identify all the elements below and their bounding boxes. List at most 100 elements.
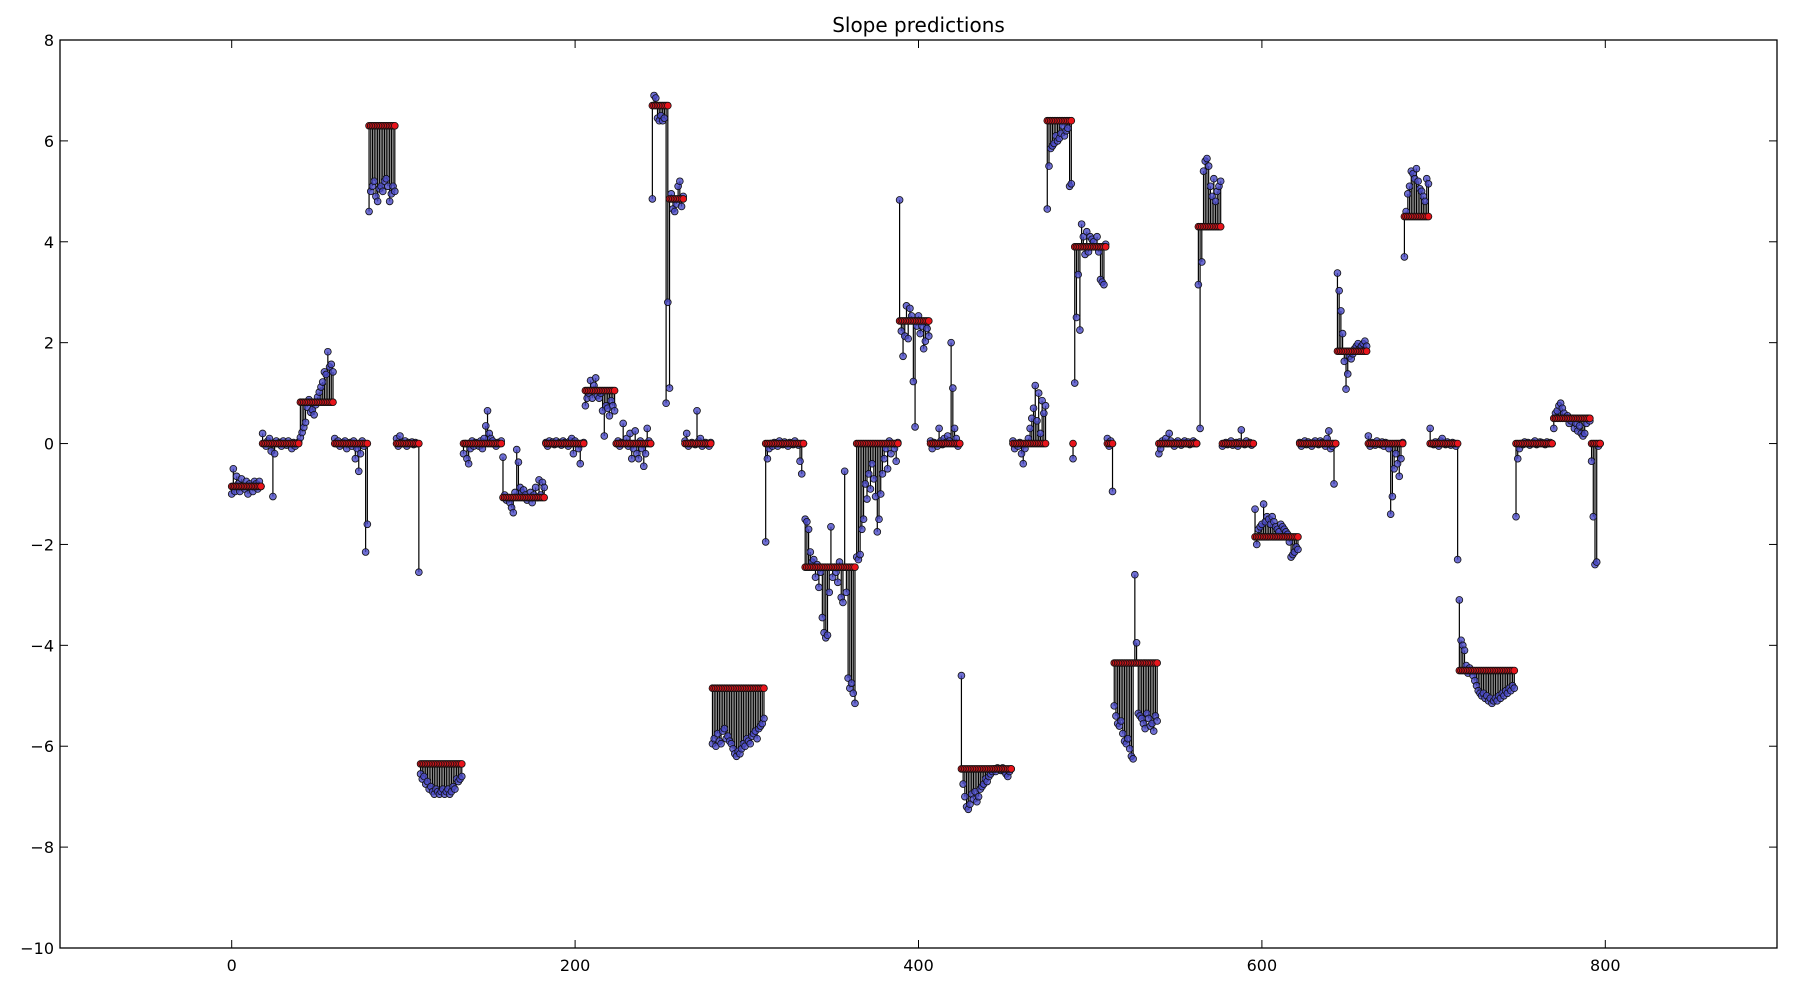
actual-point [1333, 269, 1342, 277]
actual-point [856, 550, 864, 559]
actual-point [1364, 432, 1373, 440]
actual-point [959, 780, 967, 788]
predicted-point [1153, 659, 1161, 667]
actual-point [1124, 734, 1132, 743]
predicted-point [540, 493, 548, 502]
predicted-point [1216, 222, 1225, 231]
actual-point [396, 432, 404, 440]
predicted-points [227, 101, 1604, 773]
actual-point [1237, 426, 1246, 434]
actual-point [1259, 500, 1268, 508]
plot-frame [59, 39, 1778, 949]
actual-point [641, 449, 650, 458]
y-tick-label: 2 [44, 334, 54, 353]
axes [59, 39, 1778, 949]
actual-point [370, 177, 379, 186]
actual-point [746, 739, 755, 748]
actual-point [904, 334, 912, 343]
predicted-point [1192, 439, 1201, 448]
actual-point [761, 538, 770, 546]
actual-point [974, 792, 983, 801]
predicted-point [799, 439, 808, 448]
y-tick-label: −4 [30, 636, 54, 655]
actual-point [1251, 505, 1259, 513]
actual-point [892, 457, 900, 466]
actual-point [834, 578, 842, 587]
actual-point [1070, 379, 1079, 387]
x-tick-label: 200 [560, 956, 591, 975]
actual-point [665, 384, 674, 392]
actual-point [1453, 555, 1462, 564]
y-tick-label: −2 [30, 535, 54, 554]
actual-point [1424, 179, 1433, 188]
actual-point [1041, 401, 1050, 410]
actual-point [1589, 512, 1598, 521]
actual-point [682, 429, 691, 438]
actual-point [818, 613, 827, 622]
actual-point [1196, 424, 1204, 433]
predicted-point [1398, 439, 1407, 448]
y-tick-label: 4 [44, 233, 54, 252]
actual-point [464, 459, 473, 468]
actual-point [839, 598, 847, 607]
actual-point [1029, 404, 1038, 413]
predicted-point [1548, 439, 1556, 448]
x-tick-label: 0 [227, 956, 237, 975]
actual-point [1045, 162, 1053, 170]
predicted-point [955, 439, 964, 448]
actual-point [806, 548, 815, 556]
actual-point [1587, 457, 1596, 466]
actual-point [720, 724, 729, 733]
actual-point [961, 792, 969, 801]
actual-point [605, 412, 614, 420]
actual-point [1165, 429, 1173, 438]
actual-point [1198, 258, 1206, 266]
predicted-point [1424, 212, 1433, 221]
actual-point [591, 374, 600, 382]
actual-point [1125, 744, 1134, 753]
actual-point [1342, 385, 1350, 393]
actual-point [1199, 167, 1208, 175]
predicted-point [257, 482, 265, 491]
actual-point [1204, 162, 1213, 170]
actual-point [923, 324, 931, 333]
actual-point [859, 515, 868, 524]
actual-point [803, 517, 811, 526]
actual-point [796, 457, 804, 466]
predicted-point [415, 439, 423, 448]
actual-point [873, 528, 882, 536]
predicted-point [363, 439, 372, 448]
actual-point [1072, 313, 1081, 322]
actual-point [229, 464, 238, 473]
actual-point [576, 459, 585, 468]
actual-point [849, 689, 858, 698]
actual-point [1040, 409, 1048, 418]
actual-point [797, 470, 806, 478]
actual-point [1117, 717, 1125, 725]
actual-point [847, 679, 856, 687]
actual-point [868, 459, 876, 468]
actual-point [1510, 684, 1519, 693]
actual-point [1031, 381, 1040, 390]
actual-point [1093, 232, 1101, 241]
actual-point [651, 94, 660, 102]
actual-point [1455, 596, 1464, 604]
actual-point [880, 454, 888, 463]
actual-point [1194, 280, 1203, 289]
x-tick-label: 800 [1590, 956, 1621, 975]
actual-point [1460, 646, 1469, 655]
actual-point [866, 485, 875, 493]
actual-point [643, 424, 652, 433]
actual-point [356, 449, 365, 458]
actual-point [870, 475, 878, 483]
actual-point [1119, 729, 1127, 738]
actual-point [600, 432, 609, 440]
actual-point [1036, 429, 1045, 438]
actual-point [1343, 370, 1352, 378]
actual-point [610, 406, 619, 415]
predicted-point [579, 439, 588, 448]
actual-point [1210, 174, 1218, 183]
actual-point [717, 739, 725, 748]
chart-title: Slope predictions [832, 13, 1005, 37]
